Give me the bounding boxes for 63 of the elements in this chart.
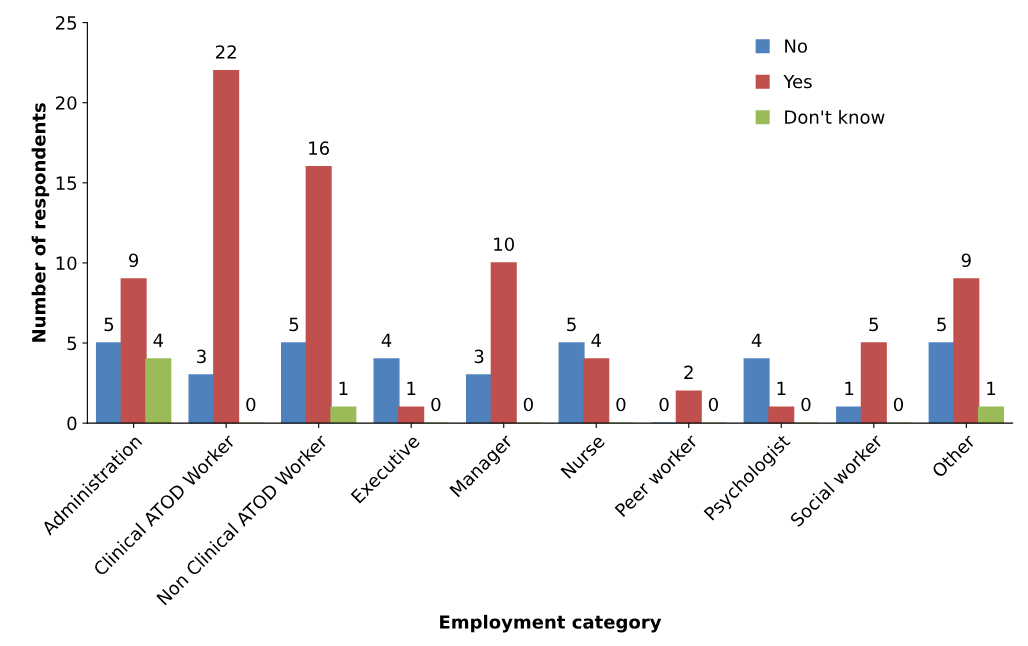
bar — [188, 374, 215, 424]
data-label: 0 — [523, 397, 533, 412]
data-label: 1 — [339, 381, 348, 396]
data-label: 1 — [777, 381, 786, 396]
data-label: 2 — [684, 365, 693, 379]
y-tick-label: 25 — [56, 16, 77, 30]
data-label: 5 — [289, 317, 299, 332]
bar — [953, 278, 980, 424]
bar — [558, 342, 585, 424]
data-label: 0 — [801, 397, 811, 412]
bar — [280, 342, 308, 424]
data-label: 4 — [381, 333, 392, 347]
bar — [675, 390, 702, 424]
data-label: 4 — [591, 333, 601, 347]
legend-label: No — [785, 39, 807, 53]
y-tick-label: 15 — [56, 176, 77, 190]
bar — [466, 374, 493, 424]
bar — [743, 358, 770, 424]
data-label: 0 — [893, 397, 904, 412]
data-label: 1 — [845, 381, 854, 396]
data-label: 4 — [153, 333, 164, 347]
bar — [305, 166, 332, 424]
data-label: 0 — [431, 397, 441, 412]
data-label: 5 — [937, 317, 946, 332]
data-label: 5 — [869, 317, 878, 332]
data-label: 1 — [407, 381, 416, 396]
data-label: 0 — [708, 397, 718, 412]
bar — [398, 406, 425, 424]
data-label: 5 — [104, 317, 114, 332]
data-label: 3 — [197, 349, 206, 364]
data-label: 0 — [246, 397, 256, 412]
bar — [373, 358, 400, 424]
data-label: 1 — [987, 381, 996, 396]
data-label: 0 — [616, 397, 626, 412]
data-label: 4 — [751, 333, 762, 347]
data-label: 3 — [474, 349, 484, 364]
data-label: 5 — [567, 317, 576, 332]
bar — [145, 358, 172, 424]
y-tick-label: 20 — [56, 96, 77, 110]
y-axis-title: Number of respondents — [31, 103, 50, 342]
data-label: 0 — [659, 397, 669, 412]
y-tick-label: 10 — [56, 256, 77, 271]
bar — [330, 406, 357, 424]
y-tick-label: 5 — [67, 336, 77, 351]
bar — [768, 406, 795, 424]
data-label: 22 — [216, 45, 236, 59]
y-tick-label: 0 — [67, 416, 77, 431]
data-label: 16 — [309, 141, 330, 155]
data-label: 10 — [494, 237, 515, 252]
data-label: 9 — [961, 253, 971, 268]
bar — [860, 342, 887, 424]
legend-label: Don't know — [785, 109, 885, 124]
legend-label: Yes — [783, 74, 812, 89]
bar — [977, 406, 1005, 424]
bar — [836, 406, 863, 424]
bar — [120, 278, 147, 424]
bar — [95, 342, 122, 424]
bar — [928, 342, 955, 424]
bar — [213, 69, 240, 424]
data-label: 9 — [129, 253, 139, 268]
x-axis-title: Employment category — [440, 614, 662, 633]
bar — [583, 358, 610, 424]
bar — [490, 262, 517, 424]
